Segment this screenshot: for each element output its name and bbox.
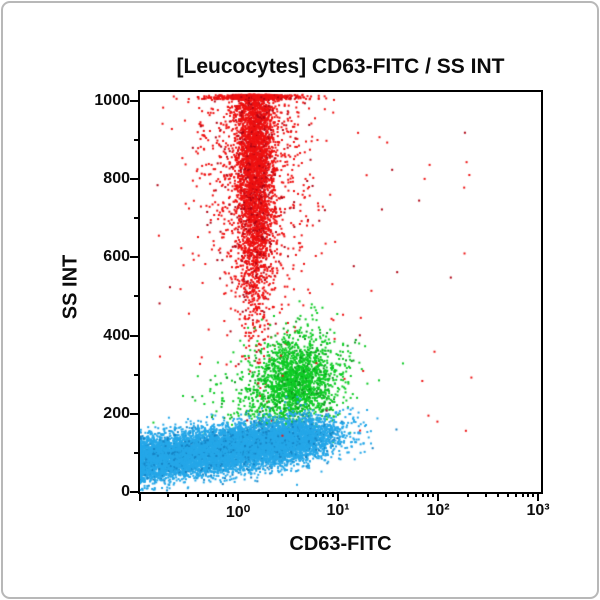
y-tick-label: 0 (121, 483, 130, 500)
scatter-plot-canvas[interactable] (140, 92, 541, 492)
x-tick-label: 10⁰ (225, 504, 251, 521)
y-axis-minor-tick (134, 295, 138, 298)
y-axis-minor-tick (134, 139, 138, 142)
x-axis-minor-tick (197, 492, 200, 497)
x-axis-minor-tick (521, 492, 524, 497)
x-axis-minor-tick (314, 492, 317, 497)
y-axis-minor-tick (134, 373, 138, 376)
x-axis-minor-tick (427, 492, 430, 497)
y-axis-major-tick (130, 178, 138, 181)
x-axis-minor-tick (367, 492, 370, 497)
chart-title: [Leucocytes] CD63-FITC / SS INT (176, 55, 505, 78)
x-axis-minor-tick (227, 492, 230, 497)
y-axis-minor-tick (134, 217, 138, 220)
x-axis-minor-tick (221, 492, 224, 497)
x-axis-minor-tick (432, 492, 435, 497)
x-axis-minor-tick (214, 492, 217, 497)
y-axis-major-tick (130, 412, 138, 415)
x-axis-minor-tick (167, 492, 170, 497)
x-axis-minor-tick (384, 492, 387, 497)
x-axis-minor-tick (206, 492, 209, 497)
x-axis-minor-tick (527, 492, 530, 497)
x-axis-minor-tick (514, 492, 517, 497)
x-tick-label: 10¹ (326, 502, 350, 519)
x-axis-minor-tick (327, 492, 330, 497)
x-axis-minor-tick (467, 492, 470, 497)
x-axis-minor-tick (284, 492, 287, 497)
x-axis-major-tick (139, 492, 141, 501)
y-axis-major-tick (130, 491, 138, 493)
plot-frame: 10⁰ 10¹ 10² 10³ 0 200 400 600 800 1000 (94, 90, 550, 521)
y-axis-major-tick (130, 256, 138, 259)
y-tick-label: 200 (103, 404, 130, 422)
x-axis-minor-tick (321, 492, 324, 497)
x-axis-minor-tick (332, 492, 335, 497)
x-axis-minor-tick (406, 492, 409, 497)
y-tick-label: 400 (103, 326, 130, 344)
y-axis-major-tick (130, 99, 138, 102)
x-axis-title: CD63-FITC (289, 533, 392, 555)
x-tick-label: 10³ (526, 502, 550, 519)
x-axis-minor-tick (306, 492, 309, 497)
y-tick-label: 1000 (94, 92, 130, 109)
x-axis-minor-tick (421, 492, 424, 497)
y-axis-major-tick (130, 334, 138, 337)
x-axis-minor-tick (267, 492, 270, 497)
x-tick-label: 10² (426, 502, 450, 519)
x-axis-minor-tick (484, 492, 487, 497)
y-tick-label: 600 (103, 248, 130, 266)
x-axis-minor-tick (232, 492, 235, 497)
x-axis-minor-tick (506, 492, 509, 497)
y-tick-label: 800 (103, 170, 130, 188)
x-axis-major-tick (437, 492, 439, 501)
x-axis-major-tick (537, 492, 539, 501)
x-axis-minor-tick (532, 492, 535, 497)
y-axis-minor-tick (134, 451, 138, 454)
x-axis-minor-tick (297, 492, 300, 497)
y-axis-title: SS INT (59, 254, 82, 320)
x-axis-major-tick (237, 492, 239, 501)
x-axis-minor-tick (497, 492, 500, 497)
x-axis-major-tick (337, 492, 339, 501)
x-axis-minor-tick (184, 492, 187, 497)
x-axis-minor-tick (414, 492, 417, 497)
x-axis-minor-tick (397, 492, 400, 497)
